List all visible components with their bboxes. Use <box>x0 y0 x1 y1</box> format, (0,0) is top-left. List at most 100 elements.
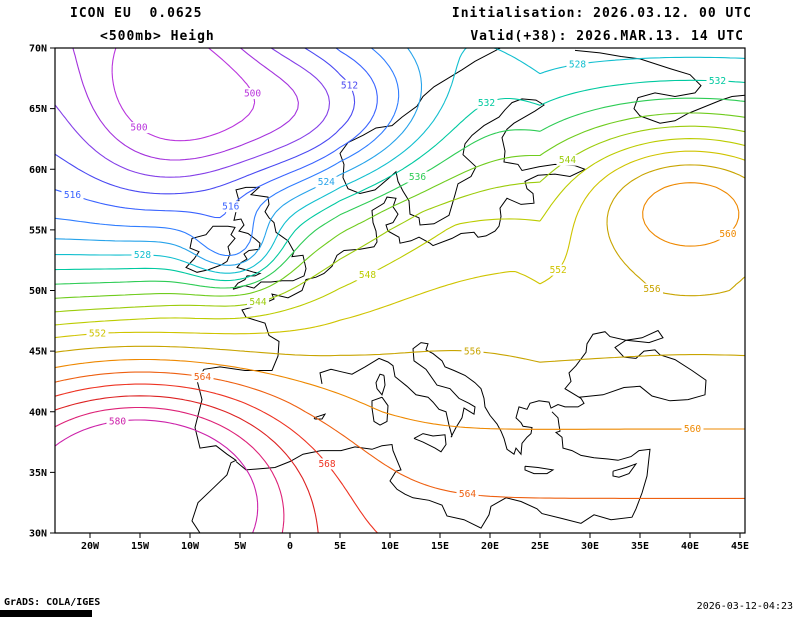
contour-line-548 <box>55 138 745 326</box>
axis-layer: 20W 15W 10W 5W 0 5E 10E 15E 20E 25E 30E 35E 40E 45E 70… <box>29 44 749 553</box>
contour-label-564: 564 <box>194 372 211 383</box>
contour-label-bg <box>247 296 270 308</box>
contour-line-576 <box>55 406 285 533</box>
contour-line-544 <box>55 125 745 313</box>
contour-label-500: 500 <box>244 88 261 99</box>
contour-label-516: 516 <box>64 190 81 201</box>
coastline <box>413 433 447 453</box>
init-time-label: Initialisation: 2026.03.12. 00 UTC <box>451 6 752 21</box>
x-tick-label: 25E <box>531 541 549 552</box>
y-tick-label: 40N <box>29 407 47 418</box>
contour-line-536 <box>55 97 745 289</box>
contour-label-528: 528 <box>134 250 151 261</box>
contour-label-bg <box>681 423 704 435</box>
contour-label-500: 500 <box>130 123 147 134</box>
grads-credit: GrADS: COLA/IGES <box>4 597 101 608</box>
contour-label-560: 560 <box>719 229 736 240</box>
contour-line-516 <box>55 48 378 219</box>
x-tick-label: 35E <box>631 541 649 552</box>
contour-label-580: 580 <box>109 416 126 427</box>
contour-label-bg <box>338 79 361 91</box>
x-tick-label: 15W <box>131 541 150 552</box>
contour-line-504 <box>72 48 299 161</box>
contour-label-layer: 500 500 512 516 516 524 528 528 532 532 536 544 544 5… <box>61 58 739 500</box>
coastline <box>371 396 389 426</box>
y-tick-label: 50N <box>29 286 47 297</box>
contour-line-520 <box>55 48 400 257</box>
y-tick-label: 35N <box>29 468 47 479</box>
y-tick-label: 30N <box>29 529 47 540</box>
x-tick-label: 10W <box>181 541 200 552</box>
contour-label-bg <box>456 488 479 500</box>
field-title: <500mb> Heigh <box>100 29 215 44</box>
contour-line-540 <box>55 112 745 299</box>
coastline <box>191 48 587 533</box>
x-tick-label: 15E <box>431 541 449 552</box>
contour-line-552 <box>55 150 745 339</box>
y-tick-label: 45N <box>29 347 47 358</box>
contour-label-548: 548 <box>359 270 376 281</box>
coastline <box>524 465 555 475</box>
x-tick-label: 0 <box>287 541 293 552</box>
contour-label-bg <box>131 249 154 261</box>
x-tick-label: 30E <box>581 541 599 552</box>
contour-label-bg <box>127 122 150 134</box>
contour-label-516: 516 <box>222 202 239 213</box>
contour-line-560 <box>55 182 745 430</box>
contour-label-bg <box>61 189 84 201</box>
stamp-bar <box>0 610 92 617</box>
contour-label-bg <box>556 154 579 166</box>
contour-label-552: 552 <box>89 329 106 340</box>
creation-timestamp: 2026-03-12-04:23 <box>696 601 793 612</box>
contour-label-bg <box>86 328 109 340</box>
coastline <box>235 411 651 529</box>
contour-label-bg <box>706 75 729 87</box>
x-tick-label: 45E <box>731 541 749 552</box>
contour-line-508 <box>55 48 331 178</box>
x-tick-label: 10E <box>381 541 399 552</box>
y-tick-label: 70N <box>29 44 47 55</box>
contour-line-572 <box>55 395 319 533</box>
contour-label-544: 544 <box>249 297 266 308</box>
contour-label-564: 564 <box>459 489 476 500</box>
contour-label-556: 556 <box>643 284 660 295</box>
contour-label-bg <box>566 58 589 70</box>
coastline <box>319 342 585 456</box>
x-tick-label: 20W <box>81 541 100 552</box>
model-title: ICON EU 0.0625 <box>70 6 203 21</box>
contour-label-bg <box>191 371 214 383</box>
contour-line-512 <box>55 48 356 195</box>
contour-label-bg <box>106 415 129 427</box>
contour-label-552: 552 <box>550 265 567 276</box>
contour-label-bg <box>241 87 264 99</box>
contour-label-bg <box>315 176 338 188</box>
contour-label-532: 532 <box>478 98 495 109</box>
contour-label-bg <box>547 264 570 276</box>
x-tick-label: 20E <box>481 541 499 552</box>
contour-line-528 <box>55 48 745 274</box>
contour-label-bg <box>475 97 498 109</box>
y-tick-label: 60N <box>29 165 47 176</box>
contour-label-bg <box>219 201 242 213</box>
x-tick-label: 40E <box>681 541 699 552</box>
contour-label-524: 524 <box>318 177 335 188</box>
contour-line-556 <box>55 164 745 363</box>
contour-line-568 <box>55 383 378 533</box>
contour-line-524 <box>55 48 423 266</box>
contour-label-556: 556 <box>464 346 481 357</box>
coastline <box>313 413 327 420</box>
map-layers: 500 500 512 516 516 524 528 528 532 532 536 544 544 5… <box>55 48 745 533</box>
contour-line-564 <box>55 371 745 499</box>
contour-label-bg <box>640 283 663 295</box>
contour-line-580 <box>55 419 259 533</box>
y-tick-label: 55N <box>29 225 47 236</box>
contour-layer <box>55 48 745 533</box>
contour-line-500 <box>111 48 256 142</box>
contour-label-bg <box>406 171 429 183</box>
valid-time-label: Valid(+38): 2026.MAR.13. 14 UTC <box>470 29 744 44</box>
contour-label-544: 544 <box>559 155 576 166</box>
contour-label-560: 560 <box>684 424 701 435</box>
contour-label-bg <box>316 458 339 470</box>
